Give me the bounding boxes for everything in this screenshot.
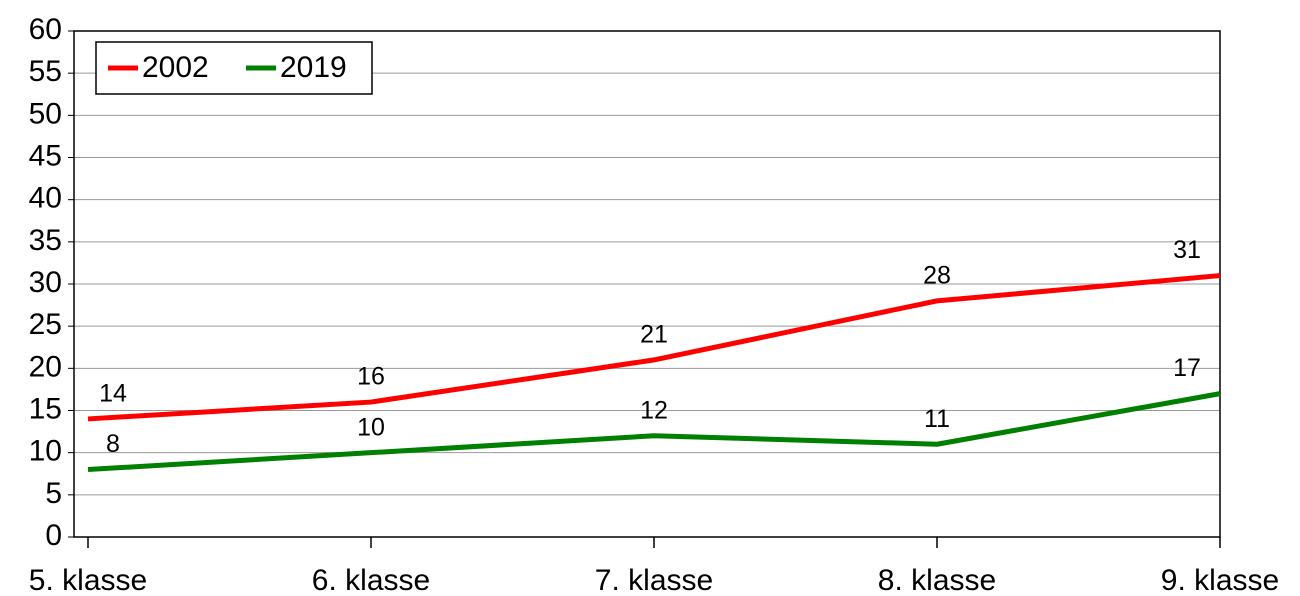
line-series xyxy=(87,273,1221,422)
y-tick-label: 10 xyxy=(29,435,62,468)
data-label: 16 xyxy=(357,363,385,391)
legend-label: 2019 xyxy=(280,51,347,84)
y-tick-label: 5 xyxy=(45,477,62,510)
x-tick-label: 5. klasse xyxy=(29,564,147,596)
y-tick-label: 20 xyxy=(29,350,62,383)
data-label: 17 xyxy=(1173,354,1201,382)
y-tick-label: 40 xyxy=(29,182,62,215)
x-tick-label: 6. klasse xyxy=(312,564,430,596)
y-tick-label: 55 xyxy=(29,55,62,88)
line-series xyxy=(87,391,1221,473)
data-label: 31 xyxy=(1173,236,1201,264)
legend-box xyxy=(95,41,373,95)
x-tick-label: 7. klasse xyxy=(595,564,713,596)
y-tick-label: 15 xyxy=(29,392,62,425)
y-tick-label: 0 xyxy=(45,519,62,552)
y-tick-label: 25 xyxy=(29,308,62,341)
data-label: 28 xyxy=(923,261,951,289)
data-label: 14 xyxy=(99,380,127,408)
y-tick-label: 50 xyxy=(29,97,62,130)
data-label: 8 xyxy=(106,430,120,458)
data-label: 11 xyxy=(924,405,950,433)
y-tick-label: 45 xyxy=(29,139,62,172)
data-label: 10 xyxy=(357,413,385,441)
legend-label: 2002 xyxy=(142,51,209,84)
x-tick-label: 8. klasse xyxy=(878,564,996,596)
data-label: 12 xyxy=(640,396,668,424)
data-label: 21 xyxy=(640,321,668,349)
x-tick-label: 9. klasse xyxy=(1161,564,1279,596)
y-tick-label: 30 xyxy=(29,266,62,299)
y-tick-label: 35 xyxy=(29,224,62,257)
plot-frame xyxy=(73,30,1221,538)
y-tick-label: 60 xyxy=(29,13,62,46)
